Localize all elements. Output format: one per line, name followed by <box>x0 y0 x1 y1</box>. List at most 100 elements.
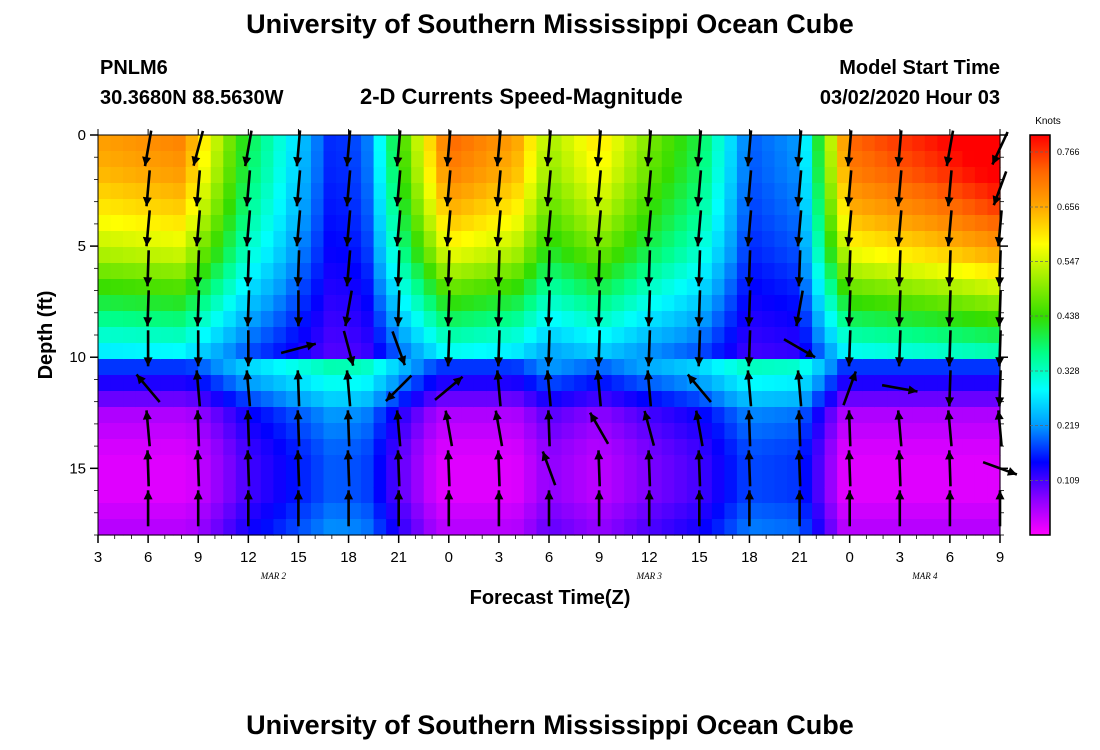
heatmap-cell <box>962 423 976 440</box>
heatmap-cell <box>498 295 513 312</box>
heatmap-cell <box>235 407 249 424</box>
heatmap-cell <box>373 343 387 360</box>
heatmap-cell <box>135 247 149 264</box>
heatmap-cell <box>862 391 876 408</box>
heatmap-cell <box>361 135 375 152</box>
heatmap-cell <box>761 263 776 280</box>
heatmap-cell <box>285 343 300 360</box>
heatmap-cell <box>198 359 212 376</box>
heatmap-cell <box>223 391 237 408</box>
heatmap-cell <box>686 167 700 184</box>
heatmap-cell <box>649 295 663 312</box>
heatmap-cell <box>398 199 412 216</box>
heatmap-cell <box>636 151 650 168</box>
heatmap-cell <box>599 215 613 232</box>
heatmap-cell <box>461 343 475 360</box>
heatmap-cell <box>974 375 989 392</box>
heatmap-cell <box>987 311 1001 328</box>
heatmap-cell <box>461 455 475 472</box>
heatmap-cell <box>874 167 888 184</box>
heatmap-cell <box>511 375 525 392</box>
current-arrow <box>541 450 557 486</box>
heatmap-cell <box>461 423 475 440</box>
heatmap-cell <box>874 359 888 376</box>
heatmap-cell <box>624 215 638 232</box>
heatmap-cell <box>862 231 876 248</box>
heatmap-cell <box>436 343 450 360</box>
heatmap-cell <box>348 343 362 360</box>
heatmap-cell <box>461 247 475 264</box>
heatmap-cell <box>949 423 964 440</box>
heatmap-cell <box>448 359 462 376</box>
heatmap-cell <box>523 391 538 408</box>
heatmap-cell <box>298 439 312 456</box>
heatmap-cell <box>561 311 575 328</box>
heatmap-cell <box>523 327 538 344</box>
heatmap-cell <box>711 471 725 488</box>
heatmap-cell <box>523 343 538 360</box>
heatmap-cell <box>812 231 826 248</box>
heatmap-cell <box>423 519 437 536</box>
heatmap-cell <box>574 519 588 536</box>
heatmap-cell <box>962 183 976 200</box>
heatmap-cell <box>411 247 425 264</box>
current-arrow <box>143 250 153 287</box>
heatmap-cell <box>486 391 500 408</box>
heatmap-cell <box>974 295 989 312</box>
heatmap-cell <box>198 263 212 280</box>
heatmap-cell <box>448 407 462 424</box>
heatmap-cell <box>799 359 813 376</box>
current-arrow <box>544 250 554 287</box>
heatmap-cell <box>361 151 375 168</box>
heatmap-cell <box>912 391 926 408</box>
current-arrow <box>945 250 955 287</box>
heatmap-cell <box>574 151 588 168</box>
current-arrow-head <box>243 236 253 247</box>
heatmap-cell <box>824 439 838 456</box>
heatmap-cell <box>135 311 149 328</box>
heatmap-cell <box>549 327 563 344</box>
heatmap-cell <box>110 343 124 360</box>
heatmap-cell <box>949 391 964 408</box>
heatmap-cell <box>787 167 801 184</box>
heatmap-cell <box>636 215 650 232</box>
heatmap-cell <box>511 471 525 488</box>
current-arrow <box>844 330 854 367</box>
heatmap-cell <box>924 183 938 200</box>
heatmap-cell <box>787 391 801 408</box>
heatmap-cell <box>361 183 375 200</box>
current-arrow-head <box>193 410 203 420</box>
heatmap-cell <box>310 295 325 312</box>
heatmap-cell <box>874 503 888 520</box>
heatmap-cell <box>511 279 525 296</box>
heatmap-cell <box>799 519 813 536</box>
heatmap-cell <box>248 519 262 536</box>
heatmap-cell <box>223 263 237 280</box>
current-arrow-head <box>293 236 303 247</box>
heatmap-cell <box>624 343 638 360</box>
heatmap-cell <box>461 359 475 376</box>
current-arrow-head <box>243 370 253 380</box>
current-arrow-head <box>694 357 704 367</box>
heatmap-cell <box>398 263 412 280</box>
heatmap-cell <box>273 327 287 344</box>
heatmap-cell <box>799 487 813 504</box>
heatmap-cell <box>661 135 675 152</box>
heatmap-cell <box>473 183 487 200</box>
current-arrow <box>243 250 253 287</box>
heatmap-cell <box>298 151 312 168</box>
heatmap-cell <box>285 167 300 184</box>
heatmap-cell <box>799 311 813 328</box>
heatmap-cell <box>473 519 487 536</box>
heatmap-cell <box>949 471 964 488</box>
heatmap-cell <box>235 487 249 504</box>
heatmap-cell <box>661 359 675 376</box>
heatmap-cell <box>498 279 513 296</box>
heatmap-cell <box>298 487 312 504</box>
heatmap-cell <box>398 471 412 488</box>
heatmap-cell <box>987 167 1001 184</box>
heatmap-cell <box>699 135 713 152</box>
heatmap-cell <box>173 151 187 168</box>
heatmap-cell <box>736 343 751 360</box>
